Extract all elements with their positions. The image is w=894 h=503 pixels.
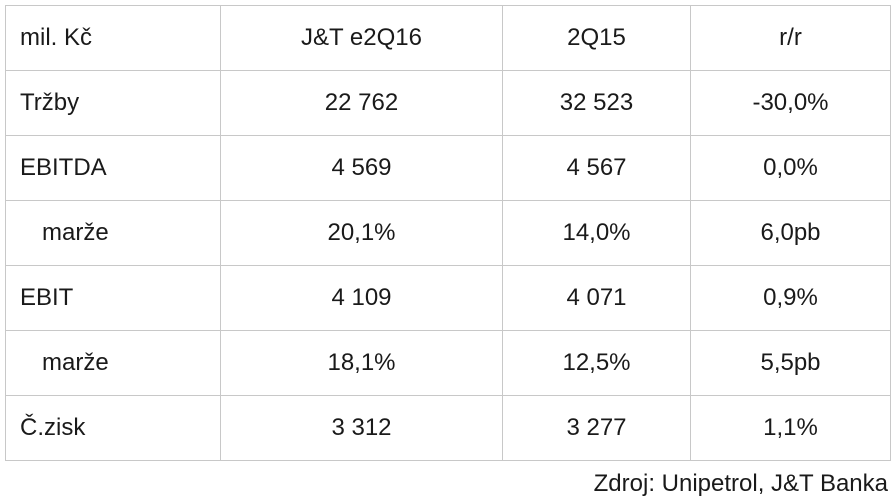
cell-yoy: 1,1% [690,395,891,461]
row-label: EBIT [5,265,221,331]
cell-prior: 4 567 [502,135,691,201]
row-label: marže [5,330,221,396]
cell-estimate: 4 569 [220,135,503,201]
row-label: marže [5,200,221,266]
cell-estimate: 3 312 [220,395,503,461]
table-row: EBIT 4 109 4 071 0,9% [5,265,891,331]
cell-prior: 32 523 [502,70,691,136]
cell-prior: 12,5% [502,330,691,396]
cell-prior: 14,0% [502,200,691,266]
header-unit: mil. Kč [5,5,221,71]
header-estimate-2q16: J&T e2Q16 [220,5,503,71]
table-row: Č.zisk 3 312 3 277 1,1% [5,395,891,461]
cell-estimate: 18,1% [220,330,503,396]
table-row: marže 20,1% 14,0% 6,0pb [5,200,891,266]
row-label: Tržby [5,70,221,136]
row-label: Č.zisk [5,395,221,461]
financial-results-table-container: mil. Kč J&T e2Q16 2Q15 r/r Tržby 22 762 … [5,5,891,461]
financial-results-table: mil. Kč J&T e2Q16 2Q15 r/r Tržby 22 762 … [5,5,891,461]
cell-estimate: 20,1% [220,200,503,266]
cell-prior: 3 277 [502,395,691,461]
cell-yoy: 0,9% [690,265,891,331]
cell-prior: 4 071 [502,265,691,331]
row-label: EBITDA [5,135,221,201]
table-header-row: mil. Kč J&T e2Q16 2Q15 r/r [5,5,891,71]
table-row: marže 18,1% 12,5% 5,5pb [5,330,891,396]
cell-estimate: 22 762 [220,70,503,136]
source-note: Zdroj: Unipetrol, J&T Banka [593,470,888,497]
cell-estimate: 4 109 [220,265,503,331]
cell-yoy: 6,0pb [690,200,891,266]
table-row: EBITDA 4 569 4 567 0,0% [5,135,891,201]
table-row: Tržby 22 762 32 523 -30,0% [5,70,891,136]
cell-yoy: -30,0% [690,70,891,136]
cell-yoy: 5,5pb [690,330,891,396]
header-yoy: r/r [690,5,891,71]
header-2q15: 2Q15 [502,5,691,71]
cell-yoy: 0,0% [690,135,891,201]
